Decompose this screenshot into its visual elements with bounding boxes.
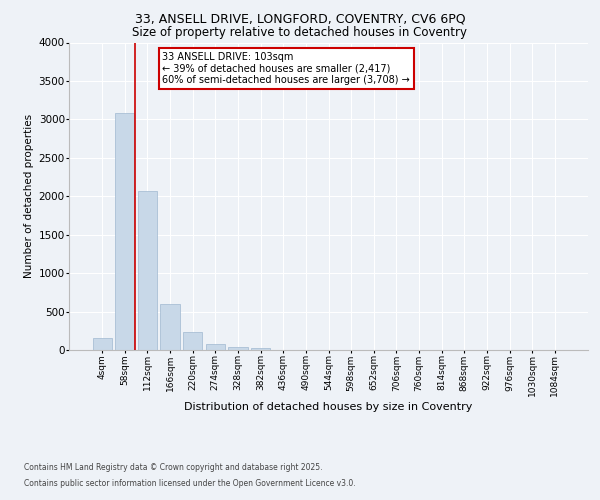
Bar xyxy=(251,348,270,350)
Text: 33 ANSELL DRIVE: 103sqm
← 39% of detached houses are smaller (2,417)
60% of semi: 33 ANSELL DRIVE: 103sqm ← 39% of detache… xyxy=(163,52,410,85)
Bar xyxy=(115,113,134,350)
Bar xyxy=(138,191,157,350)
Text: Contains HM Land Registry data © Crown copyright and database right 2025.: Contains HM Land Registry data © Crown c… xyxy=(24,464,323,472)
Text: Size of property relative to detached houses in Coventry: Size of property relative to detached ho… xyxy=(133,26,467,39)
X-axis label: Distribution of detached houses by size in Coventry: Distribution of detached houses by size … xyxy=(184,402,473,412)
Bar xyxy=(92,338,112,350)
Y-axis label: Number of detached properties: Number of detached properties xyxy=(25,114,34,278)
Text: 33, ANSELL DRIVE, LONGFORD, COVENTRY, CV6 6PQ: 33, ANSELL DRIVE, LONGFORD, COVENTRY, CV… xyxy=(134,12,466,26)
Bar xyxy=(206,344,225,350)
Bar xyxy=(229,347,248,350)
Bar xyxy=(160,304,180,350)
Text: Contains public sector information licensed under the Open Government Licence v3: Contains public sector information licen… xyxy=(24,478,356,488)
Bar xyxy=(183,332,202,350)
